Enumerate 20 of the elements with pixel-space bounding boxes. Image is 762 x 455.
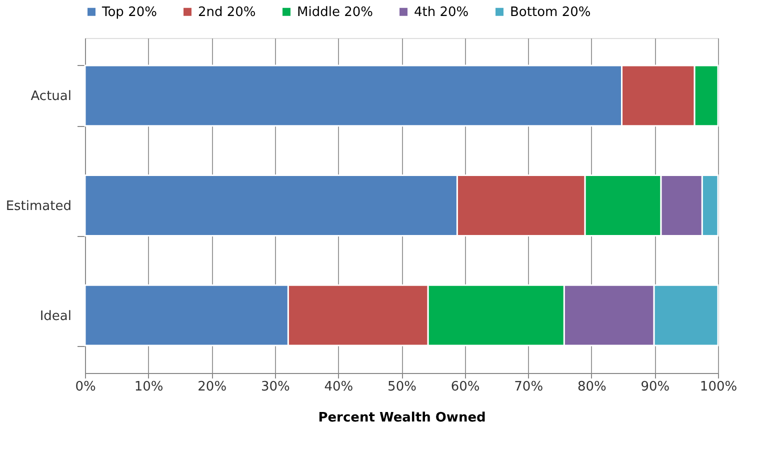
x-tick-label: 10% xyxy=(134,380,164,394)
x-tick-label: 100% xyxy=(700,380,738,394)
x-tick-label: 70% xyxy=(514,380,544,394)
legend-label: Top 20% xyxy=(101,4,157,20)
legend-label: 4th 20% xyxy=(414,4,469,20)
legend-label: 2nd 20% xyxy=(198,4,256,20)
y-tick-label: Ideal xyxy=(40,308,72,324)
x-tick-label: 0% xyxy=(75,380,96,394)
y-tick-label: Actual xyxy=(30,89,72,104)
legend-label: Middle 20% xyxy=(297,4,373,20)
x-tick-label: 30% xyxy=(260,380,290,394)
x-tick-label: 80% xyxy=(577,380,606,394)
x-tick-label: 90% xyxy=(640,380,670,394)
legend-label: Bottom 20% xyxy=(510,4,591,20)
x-tick-label: 60% xyxy=(450,380,480,394)
y-tick-label: Estimated xyxy=(6,199,72,214)
x-tick-label: 40% xyxy=(324,380,354,394)
x-tick-label: 50% xyxy=(388,380,416,394)
x-tick-label: 20% xyxy=(198,380,227,394)
x-axis-title: Percent Wealth Owned xyxy=(318,410,486,426)
